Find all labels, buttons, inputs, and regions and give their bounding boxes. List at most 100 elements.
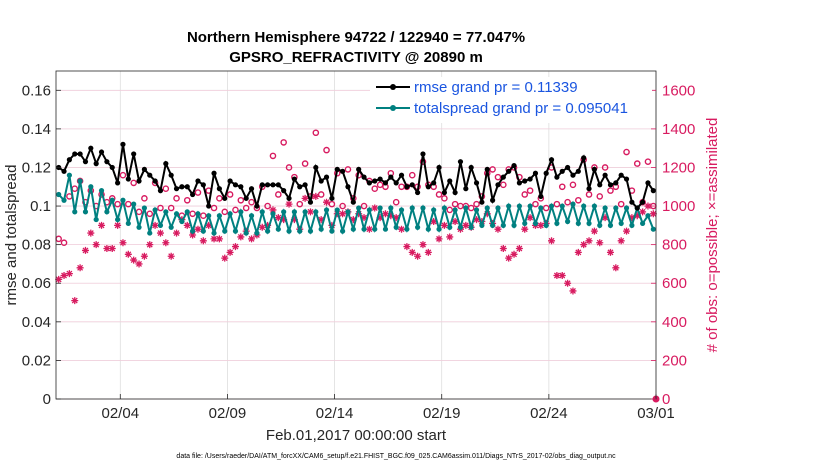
rmse-point-74 [452, 189, 458, 196]
obs-possible-point-82 [494, 173, 502, 181]
totalspread-point-73 [447, 224, 453, 230]
plot-frame [55, 70, 657, 400]
totalspread-point-18 [152, 207, 158, 213]
y-left-tick-label-4: 0.08 [22, 237, 51, 254]
data-file-footer: data file: /Users/raeder/DAI/ATM_forcXX/… [176, 453, 616, 460]
obs-assimilated-point-96 [569, 287, 577, 295]
rmse-point-46 [302, 182, 308, 188]
totalspread-point-19 [157, 222, 164, 228]
totalspread-point-46 [302, 209, 308, 215]
rmse-point-40 [270, 182, 276, 188]
totalspread-point-91 [543, 222, 549, 228]
totalspread-point-85 [511, 222, 517, 228]
rmse-point-85 [511, 162, 517, 169]
obs-possible-point-33 [232, 206, 239, 214]
rmse-point-104 [613, 180, 619, 186]
totalspread-point-6 [88, 184, 94, 190]
series-totalspread [56, 172, 656, 237]
totalspread-point-12 [120, 197, 126, 203]
obs-assimilated-point-13 [124, 250, 132, 258]
obs-assimilated-point-103 [606, 248, 614, 256]
obs-assimilated-point-78 [473, 216, 481, 224]
rmse-point-19 [157, 188, 164, 194]
rmse-point-37 [254, 203, 260, 209]
rmse-point-75 [457, 159, 464, 165]
totalspread-point-87 [522, 220, 528, 227]
obs-assimilated-point-51 [328, 221, 336, 229]
y-left-tick-label-7: 0.14 [22, 121, 51, 138]
totalspread-point-75 [457, 224, 464, 230]
obs-possible-point-95 [564, 198, 571, 206]
totalspread-point-8 [98, 188, 105, 194]
obs-assimilated-point-110 [644, 202, 652, 210]
rmse-point-33 [232, 182, 239, 188]
totalspread-point-72 [441, 205, 447, 211]
totalspread-point-111 [650, 226, 656, 232]
obs-possible-point-24 [183, 196, 191, 204]
rmse-point-58 [366, 180, 372, 186]
obs-possible-point-59 [371, 185, 379, 192]
totalspread-point-97 [575, 220, 581, 227]
y-left-tick-label-3: 0.06 [22, 275, 51, 292]
totalspread-point-22 [173, 211, 180, 217]
x-tick-label-1: 02/09 [209, 405, 247, 422]
obs-possible-point-73 [446, 206, 454, 214]
rmse-point-108 [634, 205, 640, 211]
y-axis-left-label: rmse and totalspread [3, 165, 20, 306]
totalspread-point-33 [232, 228, 239, 234]
totalspread-point-80 [484, 205, 490, 211]
rmse-point-71 [436, 164, 442, 171]
obs-assimilated-point-53 [339, 210, 347, 218]
obs-assimilated-point-107 [628, 214, 636, 222]
totalspread-point-53 [340, 228, 346, 234]
totalspread-point-88 [527, 203, 533, 209]
rmse-point-13 [125, 176, 131, 182]
obs-possible-point-14 [130, 179, 137, 187]
rmse-point-8 [98, 149, 105, 155]
obs-possible-point-40 [269, 152, 277, 160]
rmse-point-52 [334, 166, 340, 172]
obs-assimilated-point-106 [623, 227, 631, 235]
obs-possible-point-20 [162, 185, 170, 192]
rmse-point-79 [479, 199, 485, 205]
obs-assimilated-point-58 [365, 225, 373, 233]
rmse-point-77 [468, 164, 474, 171]
obs-possible-point-25 [189, 210, 196, 218]
obs-assimilated-point-31 [221, 254, 229, 262]
totalspread-point-65 [404, 226, 410, 232]
totalspread-point-70 [431, 207, 437, 213]
y-left-tick-label-8: 0.16 [22, 82, 51, 99]
rmse-point-26 [195, 178, 201, 184]
rmse-point-48 [313, 164, 319, 171]
rmse-point-65 [404, 184, 410, 190]
rmse-point-87 [522, 178, 528, 184]
rmse-point-5 [82, 159, 89, 165]
obs-assimilated-point-44 [290, 216, 298, 224]
obs-possible-point-72 [441, 195, 448, 202]
totalspread-point-78 [473, 207, 480, 213]
obs-assimilated-point-38 [258, 223, 266, 231]
totalspread-point-17 [147, 230, 153, 236]
legend-spread-marker [390, 105, 396, 111]
rmse-line [58, 144, 655, 210]
totalspread-point-41 [275, 226, 281, 232]
obs-assimilated-point-71 [435, 235, 443, 243]
obs-assimilated-point-70 [430, 217, 438, 225]
totalspread-point-13 [125, 220, 131, 227]
obs-possible-point-91 [542, 204, 550, 212]
rmse-point-51 [329, 195, 335, 201]
obs-possible-point-60 [376, 181, 384, 189]
obs-assimilated-point-86 [515, 245, 523, 253]
obs-possible-point-108 [633, 160, 641, 167]
obs-assimilated-point-79 [478, 217, 486, 225]
obs-possible-point-27 [200, 212, 207, 220]
rmse-point-25 [190, 191, 196, 198]
totalspread-point-59 [372, 226, 378, 232]
rmse-point-88 [527, 176, 533, 182]
obs-possible-point-16 [141, 195, 148, 202]
totalspread-point-66 [409, 205, 415, 211]
obs-assimilated-point-34 [237, 233, 245, 241]
y-right-tick-label-4: 800 [662, 237, 687, 254]
obs-possible-point-42 [280, 139, 287, 146]
totalspread-point-90 [538, 205, 544, 211]
